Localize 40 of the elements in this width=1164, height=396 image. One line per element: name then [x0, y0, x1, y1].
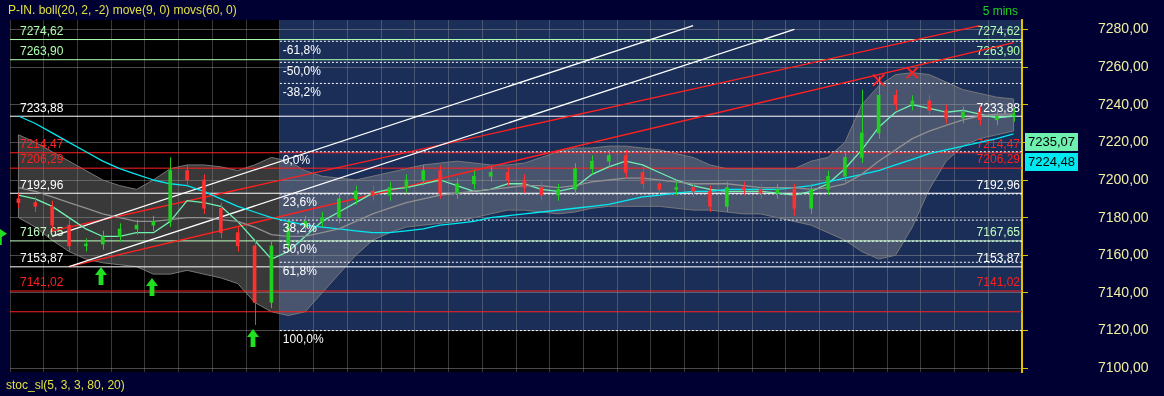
- text: 7141,02: [976, 275, 1020, 290]
- ref-line-label: 7214,47: [20, 137, 64, 152]
- annotation: 100,0%: [282, 331, 324, 346]
- y-tick-label: 7240,00: [1098, 95, 1149, 112]
- text: stoc_sl(5, 3, 3, 80, 20): [6, 378, 125, 393]
- text: 7224,48: [1028, 153, 1075, 169]
- y-tick-label: 7100,00: [1098, 359, 1149, 376]
- ref-line-label: 7263,90: [20, 44, 64, 59]
- y-tick-label: 7260,00: [1098, 57, 1149, 74]
- ref-line-label: 7153,87: [20, 251, 64, 266]
- text: 5 mins: [982, 4, 1018, 19]
- ref-line-label: 7167,65: [20, 225, 64, 240]
- y-tick-label: 7120,00: [1098, 321, 1149, 338]
- ref-line-label: 7274,62: [20, 23, 64, 38]
- annotation: -38,2%: [282, 84, 322, 99]
- annotation: 23,6%: [282, 195, 318, 210]
- text: 7263,90: [976, 44, 1020, 59]
- y-tick-label: 7220,00: [1098, 133, 1149, 150]
- text: 7274,62: [976, 23, 1020, 38]
- text: 7192,96: [976, 177, 1020, 192]
- ref-line-label: 7141,02: [20, 275, 64, 290]
- annotation: -61,8%: [282, 42, 322, 57]
- annotation: 0,0%: [282, 153, 311, 168]
- y-tick-label: 7280,00: [1098, 20, 1149, 37]
- ref-line-label: 7192,96: [20, 177, 64, 192]
- y-tick-label: 7140,00: [1098, 283, 1149, 300]
- text: 7206,29: [976, 152, 1020, 167]
- text: 7214,47: [976, 137, 1020, 152]
- text: 7167,65: [976, 225, 1020, 240]
- y-tick-label: 7160,00: [1098, 246, 1149, 263]
- text: 7235,07: [1028, 133, 1075, 149]
- ref-line-label: 7206,29: [20, 152, 64, 167]
- text: 7153,87: [976, 251, 1020, 266]
- ref-line-label: 7233,88: [20, 100, 64, 115]
- text: 7233,88: [976, 100, 1020, 115]
- chart-title: P-IN. boll(20, 2, -2) move(9, 0) movs(60, 0): [8, 3, 237, 18]
- y-tick-label: 7200,00: [1098, 170, 1149, 187]
- y-tick-label: 7180,00: [1098, 208, 1149, 225]
- annotation: 61,8%: [282, 263, 318, 278]
- annotation: -50,0%: [282, 63, 322, 78]
